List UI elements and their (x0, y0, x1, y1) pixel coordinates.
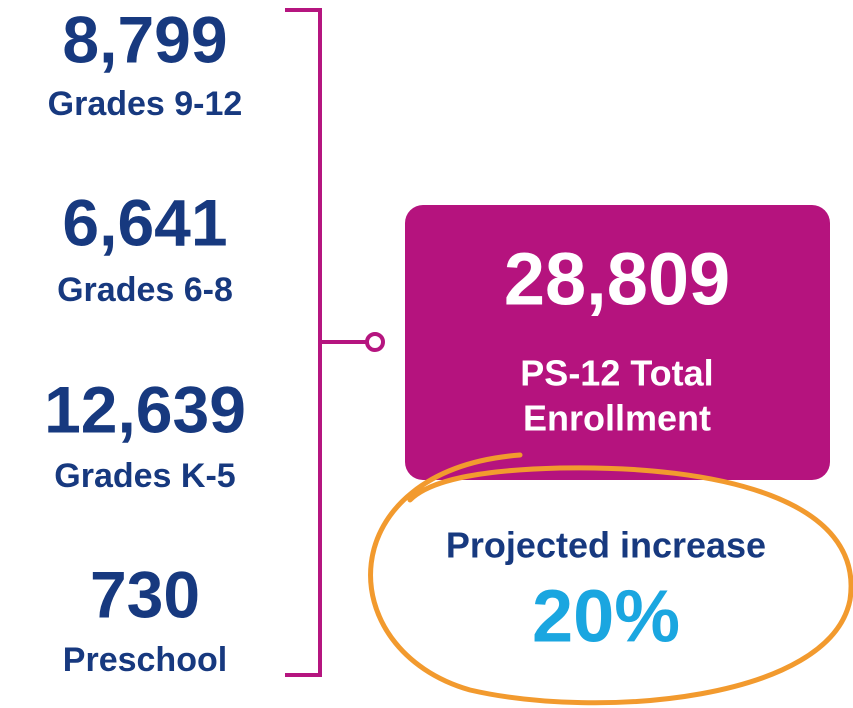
enrollment-value: 8,799 (62, 2, 227, 76)
projection-value: 20% (532, 575, 680, 658)
enrollment-value: 6,641 (62, 185, 227, 259)
total-box (405, 205, 830, 480)
enrollment-label: Grades K-5 (54, 457, 235, 495)
circle-stroke (368, 452, 853, 706)
total-label: PS-12 Total (520, 353, 713, 394)
projection-label: Projected increase (446, 525, 766, 566)
bracket-node (365, 332, 385, 352)
enrollment-label: Grades 9-12 (48, 85, 243, 123)
total-value: 28,809 (504, 238, 730, 321)
bracket-line (285, 8, 322, 677)
bracket (285, 8, 385, 677)
enrollment-label: Preschool (63, 641, 227, 679)
enrollment-value: 730 (90, 557, 200, 631)
total-label: Enrollment (523, 398, 711, 439)
enrollment-value: 12,639 (44, 372, 246, 446)
highlight-circle (368, 452, 853, 706)
enrollment-label: Grades 6-8 (57, 271, 233, 309)
